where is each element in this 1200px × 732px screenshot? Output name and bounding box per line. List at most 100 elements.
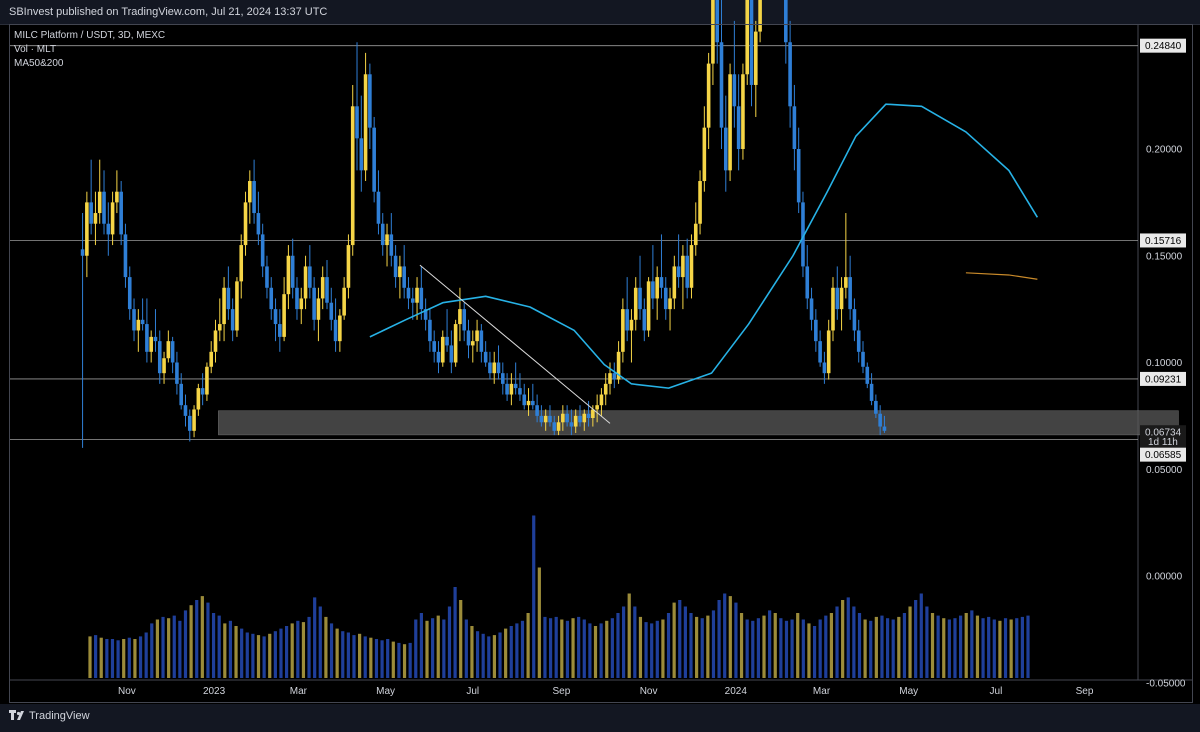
volume-legend[interactable]: Vol · MLT: [14, 44, 57, 55]
candle-body: [179, 383, 184, 406]
volume-bar: [930, 613, 935, 678]
volume-bar: [352, 635, 356, 678]
candle-body: [492, 362, 497, 374]
volume-bar: [1026, 615, 1030, 678]
candle-body: [316, 298, 321, 320]
candle-body: [106, 223, 111, 235]
time-tick-label: May: [899, 686, 918, 697]
volume-bar: [768, 610, 772, 678]
candle-body: [603, 383, 608, 395]
candle-body: [839, 287, 844, 310]
trend-line: [419, 264, 611, 424]
candle-body: [556, 422, 561, 431]
volume-bar: [178, 620, 182, 678]
candle-body: [406, 287, 411, 299]
candle-body: [599, 394, 604, 406]
volume-bar: [374, 639, 379, 678]
volume-bar: [138, 636, 143, 678]
volume-bar: [329, 623, 334, 678]
volume-bar: [914, 600, 918, 678]
volume-bar: [818, 619, 822, 678]
candle-body: [505, 383, 509, 395]
volume-bar: [498, 632, 502, 678]
candle-body: [466, 330, 471, 346]
volume-bar: [891, 619, 895, 678]
candle-body: [97, 191, 102, 214]
volume-bar: [284, 626, 289, 678]
volume-bar: [256, 635, 261, 678]
candle-body: [376, 191, 381, 224]
volume-bar: [408, 642, 412, 678]
tradingview-logo[interactable]: TradingView: [9, 710, 90, 722]
volume-bar: [650, 623, 654, 678]
candle-body: [312, 287, 316, 320]
bottom-bar: [0, 704, 1200, 732]
volume-bar: [711, 610, 716, 678]
volume-bar: [706, 615, 710, 678]
volume-bar: [543, 616, 547, 678]
volume-bar: [728, 596, 732, 678]
candle-body: [535, 405, 539, 416]
volume-bar: [268, 633, 272, 678]
volume-bar: [835, 606, 839, 678]
candle-body: [380, 223, 385, 246]
volume-bar: [644, 622, 648, 678]
volume-bar: [678, 600, 682, 678]
volume-bar: [734, 602, 738, 678]
candle-body: [355, 106, 359, 139]
ma-legend[interactable]: MA50&200: [14, 58, 64, 69]
candle-body: [753, 31, 758, 85]
candle-body: [85, 202, 89, 256]
candle-body: [513, 383, 518, 389]
time-tick-label: Mar: [813, 686, 831, 697]
volume-bar: [582, 619, 586, 678]
volume-bar: [161, 616, 165, 678]
candle-body: [303, 266, 308, 299]
volume-bar: [380, 640, 384, 678]
volume-bar: [841, 600, 845, 678]
price-tick-label: 0.20000: [1146, 145, 1183, 156]
volume-bar: [369, 637, 373, 678]
volume-bar: [885, 618, 890, 678]
volume-bar: [863, 619, 867, 678]
candle-body: [260, 234, 265, 267]
last-price-box: [1140, 425, 1186, 448]
volume-bar: [301, 622, 306, 678]
volume-bar: [144, 632, 148, 678]
volume-bar: [565, 620, 570, 678]
candle-body: [428, 319, 432, 342]
candle-body: [183, 405, 188, 416]
volume-bar: [790, 619, 794, 678]
candle-body: [548, 415, 552, 423]
volume-bar: [228, 620, 233, 678]
candle-body: [213, 330, 218, 352]
volume-bar: [419, 613, 423, 678]
volume-bar: [605, 620, 609, 678]
time-tick-label: Nov: [118, 686, 136, 697]
volume-bar: [99, 637, 103, 678]
candle-body: [646, 281, 651, 331]
volume-bar: [211, 613, 216, 678]
candle-body: [698, 181, 702, 224]
candle-body: [115, 191, 119, 203]
volume-bar: [520, 620, 525, 678]
candle-body: [200, 388, 205, 395]
candle-body: [796, 149, 801, 203]
candle-body: [856, 330, 861, 352]
candle-body: [874, 400, 878, 414]
volume-bar: [599, 623, 603, 678]
candle-body: [663, 287, 668, 310]
volume-bar: [554, 616, 558, 678]
candle-body: [248, 181, 252, 203]
candle-body: [350, 106, 355, 246]
candle-body: [162, 358, 166, 374]
volume-bar: [402, 644, 407, 678]
candle-body: [676, 266, 681, 278]
candle-body: [685, 255, 689, 288]
symbol-legend[interactable]: MILC Platform / USDT, 3D, MEXC: [14, 30, 166, 41]
time-tick-label: May: [376, 686, 395, 697]
candle-body: [419, 287, 424, 310]
time-tick-label: 2023: [203, 686, 226, 697]
candle-body: [844, 277, 848, 288]
